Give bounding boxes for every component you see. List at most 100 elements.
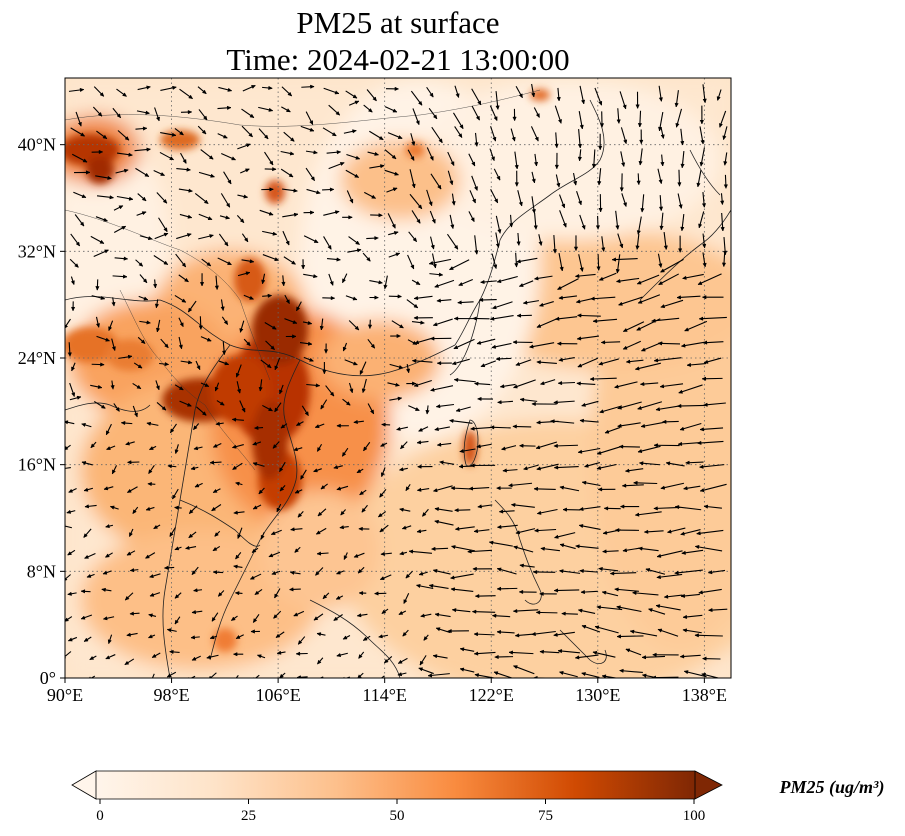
wind-arrow-head [107, 175, 112, 180]
wind-arrow-head [169, 156, 175, 161]
wind-arrow-head [378, 634, 383, 639]
wind-arrow-head [680, 163, 685, 169]
wind-arrow-head [193, 446, 199, 451]
wind-arrow-head [296, 306, 301, 312]
wind-arrow-head [227, 261, 232, 265]
wind-arrow-head [450, 161, 455, 167]
wind-arrow-head [556, 285, 562, 290]
wind-arrow-head [212, 488, 218, 493]
wind-arrow-head [184, 545, 190, 550]
wind-arrow-head [556, 182, 561, 188]
wind-arrow-head [220, 306, 225, 312]
wind-arrow-head [80, 615, 86, 620]
wind-arrow [614, 588, 639, 592]
wind-arrow-head [559, 543, 565, 548]
wind-arrow-head [343, 555, 348, 561]
wind-arrow-head [420, 320, 425, 325]
wind-arrow-head [127, 354, 133, 359]
wind-arrow-head [190, 635, 196, 640]
wind-arrow-head [429, 387, 435, 392]
wind-arrow [674, 569, 703, 574]
wind-arrow-head [251, 548, 257, 553]
wind-arrow-head [598, 276, 604, 281]
wind-arrow-head [622, 345, 628, 350]
wind-arrow-head [126, 488, 132, 493]
wind-arrow-head [391, 154, 397, 160]
wind-arrow-head [573, 246, 579, 252]
wind-arrow-head [678, 248, 683, 253]
wind-arrow [380, 675, 385, 678]
wind-arrow-head [514, 263, 519, 268]
wind-arrow-head [684, 327, 690, 332]
wind-arrow-head [559, 266, 564, 272]
wind-arrow-head [268, 553, 274, 558]
wind-arrow-head [416, 440, 422, 445]
wind-arrow-head [336, 652, 342, 658]
wind-arrow-head [140, 339, 146, 344]
wind-arrow-head [126, 551, 132, 556]
wind-arrow-head [449, 575, 455, 580]
wind-arrow-head [81, 461, 87, 466]
wind-arrow-head [428, 583, 434, 589]
wind-arrow-head [352, 129, 357, 134]
wind-arrow-head [279, 486, 285, 492]
wind-arrow-head [721, 262, 727, 268]
wind-arrow-head [297, 512, 303, 518]
wind-arrow-head [625, 359, 631, 364]
wind-arrow-head [144, 172, 150, 177]
wind-arrow-head [522, 300, 528, 305]
wind-arrow-head [417, 204, 423, 210]
wind-arrow-head [289, 137, 295, 142]
wind-arrow-head [595, 225, 601, 230]
wind-arrow-head [217, 592, 223, 597]
wind-arrow-head [82, 158, 88, 163]
wind-arrow-head [576, 313, 582, 318]
wind-arrow-head [449, 180, 454, 186]
wind-arrow-head [611, 257, 617, 262]
wind-arrow-head [653, 506, 658, 511]
wind-arrow-head [574, 273, 580, 279]
wind-arrow-head [430, 244, 435, 250]
wind-arrow [697, 273, 722, 286]
wind-arrow-head [292, 334, 297, 339]
wind-arrow-head [367, 108, 373, 113]
coastlines [65, 99, 731, 678]
wind-arrow-head [539, 649, 544, 654]
wind-arrow-head [614, 384, 619, 389]
wind-arrow-head [577, 200, 582, 206]
wind-arrow-head [580, 589, 585, 595]
wind-arrow-head [621, 162, 626, 168]
wind-arrow-head [599, 123, 605, 128]
wind-arrow-head [378, 135, 384, 140]
wind-arrow [593, 318, 618, 322]
wind-arrow-head [398, 467, 404, 472]
wind-arrow-head [677, 441, 683, 447]
wind-arrow-head [617, 301, 623, 306]
wind-arrow-head [703, 402, 708, 407]
wind-arrow-head [516, 241, 521, 246]
wind-arrow-head [146, 320, 152, 325]
wind-arrow-head [294, 548, 299, 553]
wind-arrow-head [109, 195, 115, 200]
wind-arrow [553, 444, 578, 447]
colorbar-gradient [96, 771, 695, 799]
wind-arrow-head [405, 573, 411, 579]
wind-arrow-head [470, 463, 475, 468]
wind-arrow-head [358, 591, 364, 596]
wind-arrow-head [403, 599, 408, 605]
wind-arrow-head [339, 162, 345, 167]
wind-arrow [590, 377, 617, 380]
wind-arrow-head [418, 427, 424, 432]
wind-arrow-head [655, 407, 661, 412]
wind-arrow-head [432, 568, 438, 574]
wind-arrow-head [270, 345, 275, 351]
wind-arrow-head [252, 462, 258, 467]
wind-arrow [508, 482, 533, 487]
wind-arrow-head [395, 252, 401, 257]
wind-arrow-head [471, 161, 476, 167]
wind-arrow-head [79, 221, 85, 227]
wind-arrow-head [656, 574, 661, 580]
wind-arrow-head [683, 486, 688, 491]
wind-arrow-head [132, 509, 137, 515]
wind-arrow-head [331, 132, 337, 137]
